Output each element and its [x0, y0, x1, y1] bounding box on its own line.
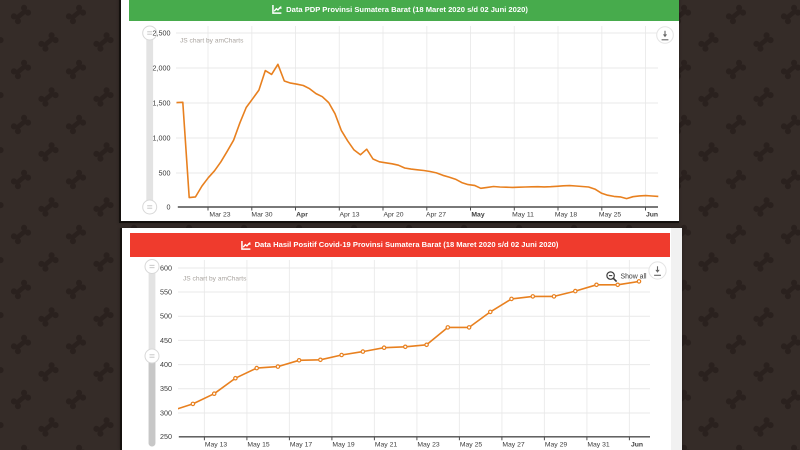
svg-text:May 15: May 15	[247, 442, 270, 449]
svg-text:Jun: Jun	[646, 212, 658, 219]
svg-text:2,000: 2,000	[153, 63, 171, 72]
svg-text:550: 550	[160, 287, 172, 296]
svg-text:Apr 13: Apr 13	[339, 212, 359, 219]
svg-text:350: 350	[160, 384, 172, 393]
svg-text:May 13: May 13	[205, 442, 228, 449]
svg-text:500: 500	[159, 168, 171, 177]
svg-text:JS chart by amCharts: JS chart by amCharts	[183, 276, 247, 283]
svg-text:May 29: May 29	[545, 442, 568, 449]
svg-text:400: 400	[160, 360, 172, 369]
svg-text:500: 500	[160, 312, 172, 321]
svg-text:May 18: May 18	[555, 212, 578, 219]
svg-text:Jun: Jun	[631, 442, 643, 449]
svg-text:May 25: May 25	[599, 212, 622, 219]
svg-text:Mar 30: Mar 30	[251, 212, 272, 219]
svg-text:May 11: May 11	[512, 212, 534, 219]
svg-text:May 19: May 19	[332, 442, 355, 449]
svg-text:Show all: Show all	[621, 273, 648, 280]
svg-text:300: 300	[160, 408, 172, 417]
svg-text:1,500: 1,500	[153, 98, 171, 107]
svg-text:250: 250	[160, 432, 172, 441]
svg-text:Apr 27: Apr 27	[426, 212, 446, 219]
svg-text:May 27: May 27	[502, 442, 525, 449]
svg-text:Mar 23: Mar 23	[209, 212, 230, 219]
svg-text:Apr: Apr	[296, 212, 308, 219]
svg-text:May 21: May 21	[375, 442, 398, 449]
svg-text:600: 600	[160, 263, 172, 272]
svg-text:450: 450	[160, 336, 172, 345]
svg-text:May 23: May 23	[417, 442, 440, 449]
svg-text:May: May	[471, 212, 484, 219]
svg-text:May 25: May 25	[460, 442, 483, 449]
svg-text:2,500: 2,500	[153, 28, 171, 37]
svg-text:May 31: May 31	[587, 442, 610, 449]
svg-text:JS chart by amCharts: JS chart by amCharts	[180, 38, 244, 45]
svg-text:1,000: 1,000	[153, 133, 171, 142]
svg-text:May 17: May 17	[290, 442, 313, 449]
svg-text:Apr 20: Apr 20	[383, 212, 403, 219]
svg-text:0: 0	[167, 202, 171, 211]
